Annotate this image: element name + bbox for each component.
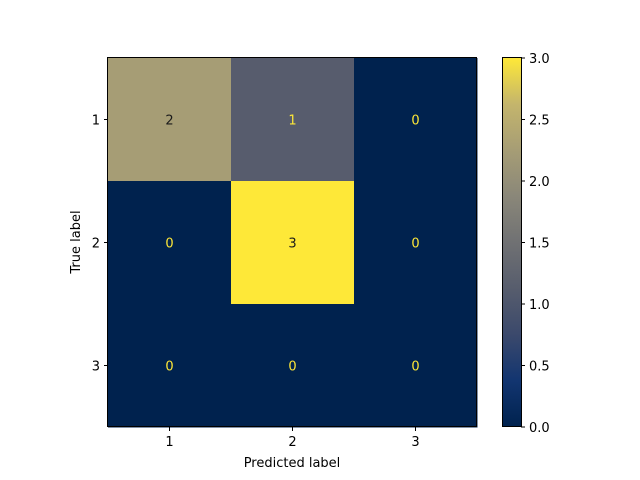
colorbar: 0.0 0.5 1.0 1.5 2.0 2.5 3.0 — [502, 52, 550, 436]
heatmap-cell-label-r1-c2: 1 — [288, 114, 296, 129]
y-tick-label-1: 1 — [92, 114, 100, 129]
colorbar-tick-label: 1.0 — [529, 298, 550, 313]
heatmap-cell-r2-c2 — [231, 181, 355, 305]
heatmap-cell-label-r2-c3: 0 — [411, 237, 419, 252]
heatmap-cell-label-r3-c2: 0 — [288, 360, 296, 375]
heatmap-cell-r2-c1 — [108, 181, 232, 305]
colorbar-tick-label: 3.0 — [529, 52, 550, 67]
heatmap-cell-r1-c1 — [108, 58, 232, 182]
y-axis-ticks: 1 2 3 — [92, 114, 108, 375]
y-tick-label-3: 3 — [92, 360, 100, 375]
colorbar-tick-label: 0.5 — [529, 360, 550, 375]
heatmap-cell-r1-c2 — [231, 58, 355, 182]
colorbar-gradient — [503, 58, 521, 427]
heatmap-cell-label-r3-c1: 0 — [165, 360, 173, 375]
colorbar-tick-label: 1.5 — [529, 237, 550, 252]
x-axis-ticks: 1 2 3 — [165, 427, 420, 450]
heatmap-cell-r1-c3 — [354, 58, 478, 182]
heatmap-cell-label-r2-c1: 0 — [165, 237, 173, 252]
y-tick-label-2: 2 — [92, 237, 100, 252]
heatmap-cell-label-r3-c3: 0 — [411, 360, 419, 375]
heatmap-cell-r2-c3 — [354, 181, 478, 305]
x-tick-label-1: 1 — [165, 435, 173, 450]
colorbar-tick-label: 2.0 — [529, 175, 550, 190]
heatmap-cell-label-r1-c1: 2 — [165, 114, 173, 129]
y-axis-label: True label — [69, 210, 84, 274]
heatmap-cell-label-r1-c3: 0 — [411, 114, 419, 129]
x-tick-label-3: 3 — [411, 435, 419, 450]
colorbar-tick-label: 0.0 — [529, 421, 550, 436]
heatmap-cells — [108, 58, 478, 428]
heatmap-cell-r3-c2 — [231, 304, 355, 428]
x-tick-label-2: 2 — [288, 435, 296, 450]
colorbar-ticks: 0.0 0.5 1.0 1.5 2.0 2.5 3.0 — [521, 52, 550, 436]
heatmap-cell-r3-c1 — [108, 304, 232, 428]
heatmap-cell-label-r2-c2: 3 — [288, 237, 296, 252]
heatmap-cell-labels: 2 1 0 0 3 0 0 0 0 — [165, 114, 419, 375]
heatmap-cell-r3-c3 — [354, 304, 478, 428]
colorbar-tick-label: 2.5 — [529, 114, 550, 129]
heatmap-plot-area: 2 1 0 0 3 0 0 0 0 1 2 3 1 2 3 Predicted label True l… — [69, 57, 478, 471]
x-axis-label: Predicted label — [244, 456, 341, 471]
